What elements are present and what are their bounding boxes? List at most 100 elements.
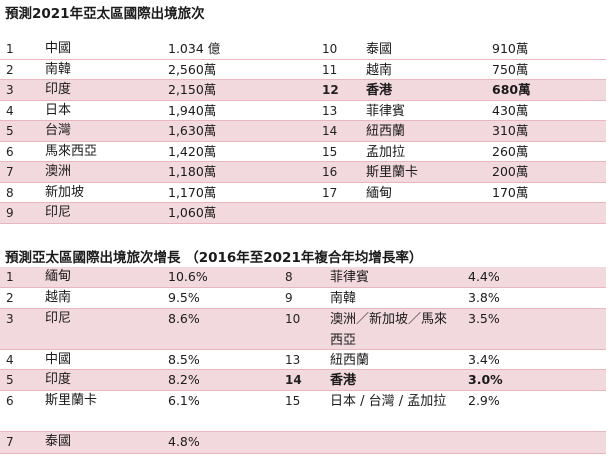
table1-rank-l: 6	[6, 144, 14, 159]
table1-country-r: 斯里蘭卡	[366, 165, 419, 180]
table2-rank-l: 6	[6, 393, 14, 408]
table2-rank-r: 13	[285, 352, 301, 367]
table1-value-l: 1,420萬	[168, 143, 217, 159]
table2-value-r: 3.0%	[468, 372, 503, 387]
table2-value-r: 4.4%	[468, 269, 500, 284]
table1-country-r: 紐西蘭	[366, 124, 406, 139]
table1-rank-r: 11	[322, 62, 338, 77]
table1-value-l: 1,940萬	[168, 102, 217, 118]
table2-country-l: 印度	[45, 372, 72, 387]
table2-row: 5 印度 8.2% 14 香港 3.0%	[0, 370, 606, 391]
table1-country-r: 緬甸	[366, 185, 393, 201]
table2-value-l: 6.1%	[168, 392, 200, 408]
outbound-trips-table: 1 中國 1.034 億 10 泰國 910萬 2 南韓 2,560萬 11 越南 750萬 3 印度 2,…	[0, 39, 606, 224]
table2-rank-r: 10	[285, 311, 301, 326]
table1-rank-r: 15	[322, 144, 338, 159]
table1-value-r: 750萬	[492, 61, 529, 77]
table1-value-r: 170萬	[492, 184, 529, 200]
table2-title: 預測亞太區國際出境旅次增長 （2016年至2021年複合年均增長率）	[5, 250, 423, 266]
table1-value-r: 910萬	[492, 41, 529, 56]
table1-row: 7 澳洲 1,180萬 16 斯里蘭卡 200萬	[0, 162, 606, 183]
table2-value-l: 9.5%	[168, 290, 200, 305]
table2-country-r: 澳洲／新加坡／馬來西亞	[330, 311, 448, 348]
table1-value-l: 1,060萬	[168, 205, 217, 220]
table2-country-r: 日本 / 台灣 / 孟加拉	[330, 393, 447, 409]
table1-value-r: 680萬	[492, 82, 531, 97]
table2-rank-l: 3	[6, 311, 14, 326]
table1-rank-l: 3	[6, 83, 14, 97]
table1-row: 6 馬來西亞 1,420萬 15 孟加拉 260萬	[0, 142, 606, 162]
table1-country-r: 香港	[366, 83, 393, 98]
table2-row: 6 斯里蘭卡 6.1% 15 日本 / 台灣 / 孟加拉 2.9%	[0, 391, 606, 432]
table2-country-l: 泰國	[45, 434, 72, 449]
table1-row: 8 新加坡 1,170萬 17 緬甸 170萬	[0, 183, 606, 203]
table2-value-r: 2.9%	[468, 392, 500, 408]
table1-rank-l: 7	[6, 165, 14, 179]
table2-rank-r: 14	[285, 373, 302, 387]
table2-row: 4 中國 8.5% 13 紐西蘭 3.4%	[0, 350, 606, 370]
table2-country-l: 中國	[45, 351, 72, 367]
table1-country-l: 中國	[45, 41, 72, 56]
table1-row: 5 台灣 1,630萬 14 紐西蘭 310萬	[0, 121, 606, 142]
table1-country-l: 日本	[45, 102, 72, 118]
table2-country-l: 印尼	[45, 310, 72, 326]
table1-rank-l: 8	[6, 185, 14, 200]
table2-country-l: 越南	[45, 290, 72, 305]
table2-value-l: 10.6%	[168, 269, 208, 284]
table1-value-r: 200萬	[492, 164, 529, 179]
table1-rank-l: 9	[6, 206, 14, 220]
table2-rank-l: 7	[6, 435, 14, 449]
table2-row: 1 緬甸 10.6% 8 菲律賓 4.4%	[0, 267, 606, 288]
table1-country-l: 印尼	[45, 205, 72, 220]
table1-value-r: 430萬	[492, 102, 529, 118]
table2-country-l: 緬甸	[45, 269, 72, 284]
table2-rank-l: 5	[6, 373, 14, 387]
table1-rank-r: 16	[322, 165, 338, 179]
table2-country-r: 紐西蘭	[330, 352, 370, 368]
table1-rank-r: 12	[322, 83, 339, 97]
table2-rank-r: 9	[285, 291, 293, 305]
table1-value-r: 310萬	[492, 123, 529, 138]
table1-value-l: 1,630萬	[168, 123, 217, 138]
growth-rate-table: 1 緬甸 10.6% 8 菲律賓 4.4% 2 越南 9.5% 9 南韓 3.8% 3 印尼 8.6% 10 澳…	[0, 267, 606, 454]
table1-value-l: 1.034 億	[168, 41, 221, 56]
table1-rank-r: 13	[322, 103, 338, 118]
table2-rank-r: 15	[285, 393, 301, 408]
table1-rank-l: 2	[6, 62, 14, 77]
table1-row: 1 中國 1.034 億 10 泰國 910萬	[0, 39, 606, 60]
table1-country-l: 澳洲	[45, 164, 72, 179]
table2-value-l: 8.2%	[168, 372, 200, 387]
table2-rank-l: 2	[6, 291, 14, 305]
table1-value-l: 2,150萬	[168, 82, 217, 97]
table1-rank-l: 1	[6, 42, 14, 56]
table1-rank-l: 4	[6, 103, 14, 118]
table1-country-r: 孟加拉	[366, 144, 406, 160]
table2-rank-r: 8	[285, 270, 293, 284]
table2-row: 7 泰國 4.8%	[0, 432, 606, 454]
table1-country-l: 印度	[45, 82, 72, 97]
table2-value-r: 3.5%	[468, 310, 500, 326]
table2-value-l: 4.8%	[168, 434, 200, 449]
table1-country-r: 泰國	[366, 42, 393, 57]
table2-value-r: 3.4%	[468, 351, 500, 367]
table1-title: 預測2021年亞太區國際出境旅次	[5, 6, 205, 22]
table1-rank-r: 14	[322, 124, 338, 138]
table1-value-l: 1,180萬	[168, 164, 217, 179]
table1-value-l: 2,560萬	[168, 61, 217, 77]
table1-country-r: 越南	[366, 62, 393, 78]
table1-row: 3 印度 2,150萬 12 香港 680萬	[0, 80, 606, 101]
table1-row: 4 日本 1,940萬 13 菲律賓 430萬	[0, 101, 606, 121]
table2-row: 2 越南 9.5% 9 南韓 3.8%	[0, 288, 606, 309]
table1-value-l: 1,170萬	[168, 184, 217, 200]
table1-country-l: 新加坡	[45, 184, 85, 200]
table2-value-l: 8.6%	[168, 310, 200, 326]
table1-country-r: 菲律賓	[366, 103, 406, 119]
table1-row: 9 印尼 1,060萬	[0, 203, 606, 224]
table1-rank-r: 17	[322, 185, 338, 200]
table2-rank-l: 1	[6, 270, 14, 284]
table2-row: 3 印尼 8.6% 10 澳洲／新加坡／馬來西亞 3.5%	[0, 308, 606, 350]
table2-country-r: 香港	[330, 373, 357, 388]
table1-country-l: 馬來西亞	[45, 143, 98, 159]
table2-country-r: 南韓	[330, 291, 357, 306]
table1-country-l: 台灣	[45, 123, 72, 138]
